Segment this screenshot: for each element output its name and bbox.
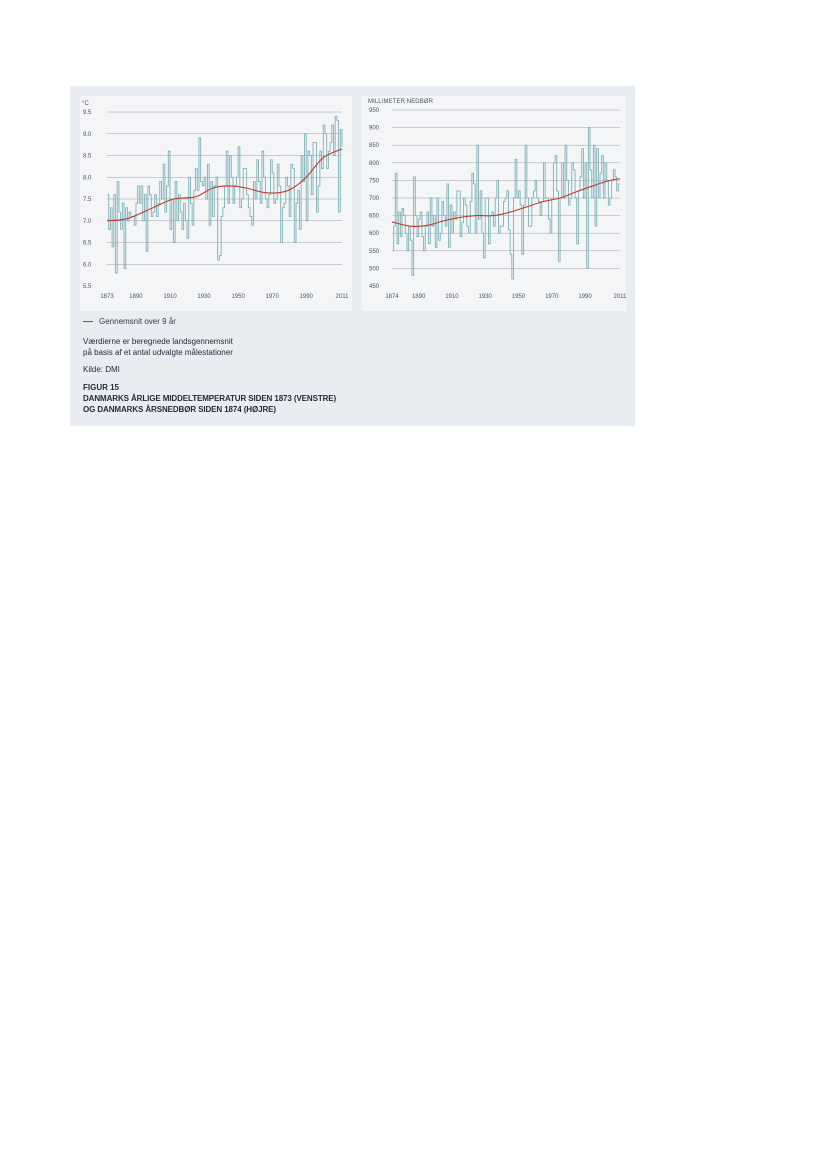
temperature-chart: °C 5.5 6.0 6.5 7.0 7.5 8.0 8.5 9.0 9.5 1873 1890 191… xyxy=(80,96,352,311)
note-line-2: på basis af et antal udvalgte målestatio… xyxy=(83,348,233,357)
nine-year-average-line xyxy=(106,148,343,222)
y-tick-label: 7.5 xyxy=(83,197,92,203)
x-tick-label: 1910 xyxy=(445,294,459,300)
legend: Gennemsnit over 9 år xyxy=(83,317,176,326)
x-tick-label: 2011 xyxy=(614,294,626,300)
annual-series-line xyxy=(107,115,343,274)
y-tick-label: 600 xyxy=(369,231,380,237)
x-tick-label: 2011 xyxy=(336,294,350,300)
annual-series-line xyxy=(392,127,620,280)
x-tick-label: 1970 xyxy=(545,294,559,300)
x-tick-label: 1950 xyxy=(231,294,245,300)
y-tick-label: 5.5 xyxy=(83,284,92,290)
y-tick-label: 900 xyxy=(369,126,380,132)
legend-swatch xyxy=(83,321,93,322)
figure-caption-line-2: OG DANMARKS ÅRSNEDBØR SIDEN 1874 (HØJRE) xyxy=(83,405,276,414)
y-tick-label: 8.0 xyxy=(83,175,92,181)
precipitation-chart: MILLIMETER NEDBØR 450 500 550 600 650 700 750 80… xyxy=(362,96,626,311)
x-tick-label: 1970 xyxy=(266,294,280,300)
plot-background xyxy=(80,96,352,311)
y-tick-label: 650 xyxy=(369,214,380,220)
y-tick-label: 700 xyxy=(369,196,380,202)
figure-caption-line-1: DANMARKS ÅRLIGE MIDDELTEMPERATUR SIDEN 1… xyxy=(83,394,337,403)
y-tick-label: 800 xyxy=(369,161,380,167)
figure-label: FIGUR 15 xyxy=(83,383,120,392)
x-tick-label: 1990 xyxy=(300,294,314,300)
legend-label: Gennemsnit over 9 år xyxy=(99,317,176,326)
x-tick-label: 1874 xyxy=(385,294,399,300)
x-tick-label: 1950 xyxy=(512,294,526,300)
x-tick-label: 1930 xyxy=(197,294,211,300)
y-tick-label: 6.5 xyxy=(83,241,92,247)
x-tick-label: 1890 xyxy=(129,294,143,300)
x-tick-label: 1910 xyxy=(163,294,177,300)
y-tick-label: 8.5 xyxy=(83,154,92,160)
y-unit-label: °C xyxy=(82,101,89,107)
y-tick-label: 7.0 xyxy=(83,219,92,225)
x-tick-label: 1890 xyxy=(412,294,426,300)
source-note: Kilde: DMI xyxy=(83,365,120,374)
plot-background xyxy=(362,96,626,311)
y-tick-label: 450 xyxy=(369,284,380,290)
x-tick-label: 1930 xyxy=(479,294,493,300)
note-line-1: Værdierne er beregnede landsgennemsnit xyxy=(83,337,233,346)
y-tick-label: 9.0 xyxy=(83,132,92,138)
y-tick-label: 6.0 xyxy=(83,262,92,268)
x-tick-label: 1990 xyxy=(578,294,592,300)
x-tick-label: 1873 xyxy=(100,294,114,300)
figure-panel: °C 5.5 6.0 6.5 7.0 7.5 8.0 8.5 9.0 9.5 1873 1890 191… xyxy=(70,86,635,426)
y-unit-label: MILLIMETER NEDBØR xyxy=(368,99,434,105)
y-tick-label: 500 xyxy=(369,266,380,272)
y-tick-label: 550 xyxy=(369,249,380,255)
y-tick-label: 750 xyxy=(369,178,380,184)
y-tick-label: 9.5 xyxy=(83,110,92,116)
y-tick-label: 950 xyxy=(369,108,380,114)
y-tick-label: 850 xyxy=(369,143,380,149)
nine-year-average-line xyxy=(391,178,621,227)
